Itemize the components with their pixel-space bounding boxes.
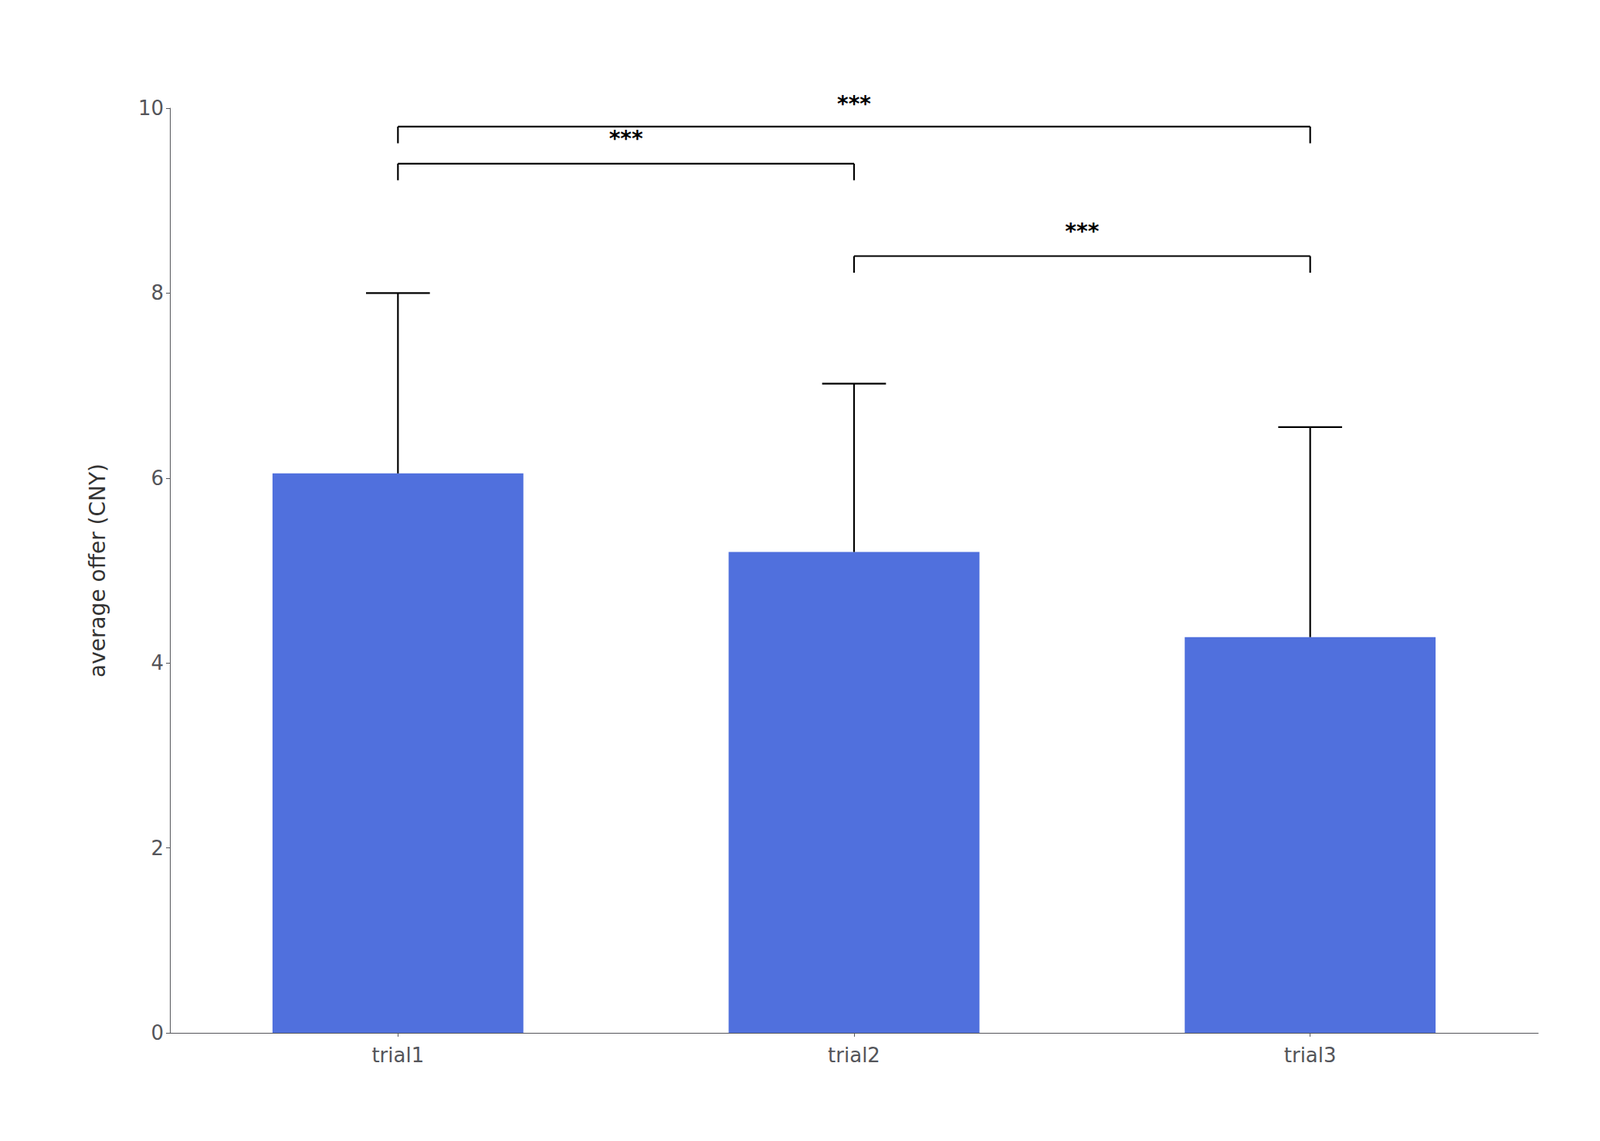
svg-text:***: *** (1064, 218, 1099, 245)
svg-text:4: 4 (150, 650, 164, 675)
svg-text:2: 2 (150, 836, 164, 860)
svg-text:trial2: trial2 (827, 1043, 881, 1067)
svg-text:average offer (CNY): average offer (CNY) (84, 463, 111, 678)
svg-text:***: *** (609, 125, 644, 152)
svg-text:trial1: trial1 (371, 1043, 424, 1067)
svg-text:10: 10 (138, 96, 164, 120)
svg-text:6: 6 (150, 466, 164, 490)
svg-text:trial3: trial3 (1284, 1043, 1337, 1067)
svg-text:0: 0 (150, 1020, 164, 1045)
svg-text:8: 8 (150, 281, 164, 305)
svg-text:***: *** (837, 91, 872, 117)
